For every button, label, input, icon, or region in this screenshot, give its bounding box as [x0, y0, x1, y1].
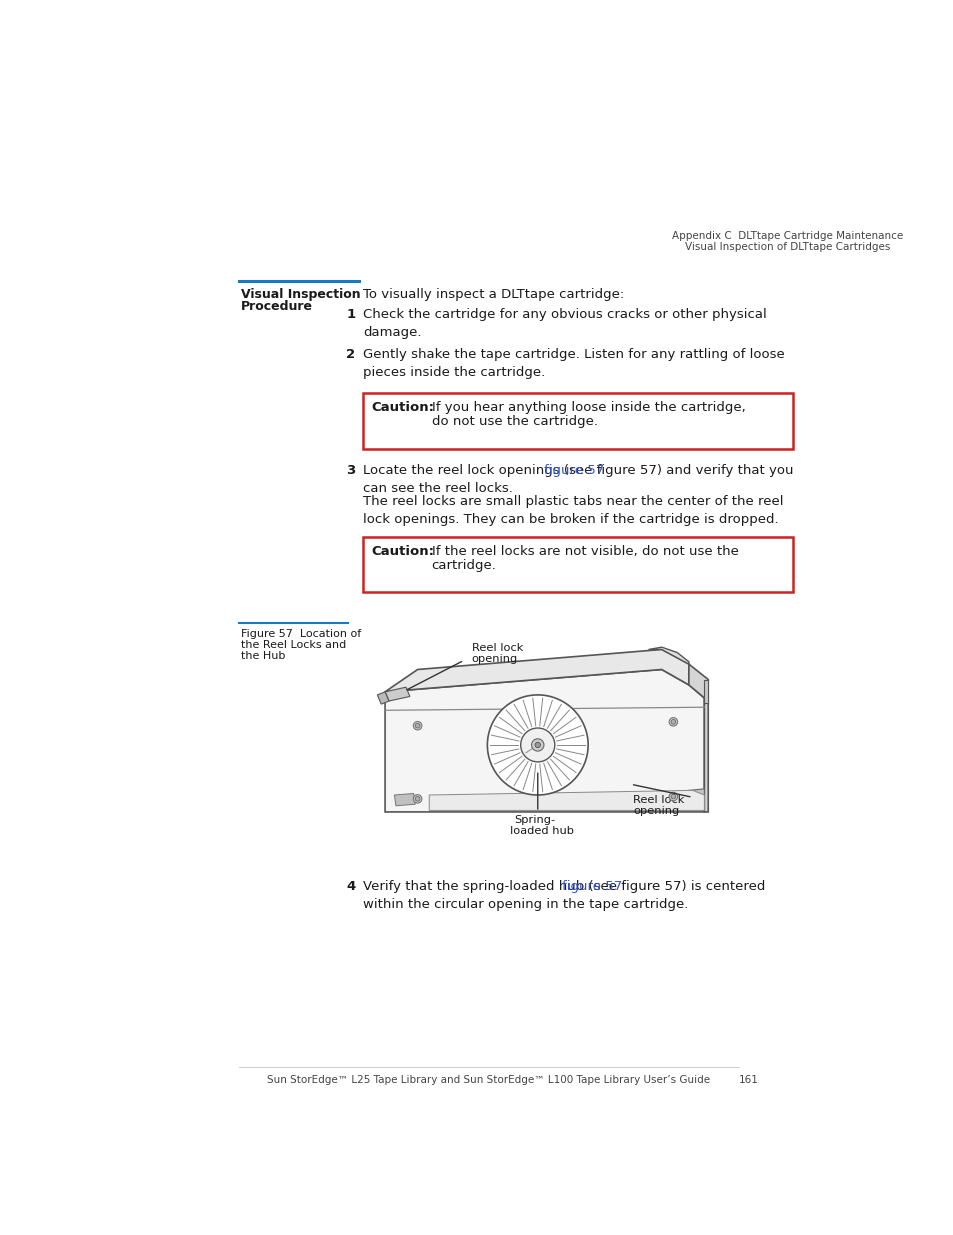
Text: The reel locks are small plastic tabs near the center of the reel
lock openings.: The reel locks are small plastic tabs ne… [363, 495, 783, 526]
Text: Locate the reel lock openings (see figure 57) and verify that you
can see the re: Locate the reel lock openings (see figur… [363, 464, 793, 495]
Circle shape [668, 793, 677, 800]
Circle shape [670, 794, 675, 799]
Circle shape [539, 698, 543, 701]
FancyBboxPatch shape [363, 537, 793, 593]
Text: To visually inspect a DLTtape cartridge:: To visually inspect a DLTtape cartridge: [363, 288, 624, 300]
FancyBboxPatch shape [363, 393, 793, 448]
Text: the Reel Locks and: the Reel Locks and [241, 640, 346, 651]
Text: Procedure: Procedure [241, 300, 313, 312]
Polygon shape [385, 669, 703, 811]
Text: 1: 1 [346, 309, 355, 321]
Text: figure 57: figure 57 [543, 464, 603, 477]
Circle shape [531, 739, 543, 751]
Circle shape [668, 718, 677, 726]
Polygon shape [385, 650, 688, 692]
Text: opening: opening [472, 655, 517, 664]
Text: the Hub: the Hub [241, 651, 285, 661]
Circle shape [535, 742, 540, 747]
Circle shape [520, 727, 555, 762]
Text: 161: 161 [739, 1074, 759, 1084]
Text: opening: opening [633, 805, 679, 816]
Text: Sun StorEdge™ L25 Tape Library and Sun StorEdge™ L100 Tape Library User’s Guide: Sun StorEdge™ L25 Tape Library and Sun S… [267, 1074, 710, 1084]
Text: Verify that the spring-loaded hub (see figure 57) is centered
within the circula: Verify that the spring-loaded hub (see f… [363, 879, 765, 910]
Polygon shape [688, 664, 707, 811]
Text: Caution:: Caution: [371, 401, 434, 414]
Text: If the reel locks are not visible, do not use the: If the reel locks are not visible, do no… [431, 545, 738, 558]
Polygon shape [673, 789, 703, 806]
Circle shape [537, 697, 544, 703]
Text: figure 57: figure 57 [561, 879, 621, 893]
Text: Reel lock: Reel lock [633, 795, 683, 805]
Text: 3: 3 [346, 464, 355, 477]
Circle shape [487, 695, 587, 795]
Text: do not use the cartridge.: do not use the cartridge. [431, 415, 597, 427]
Text: Check the cartridge for any obvious cracks or other physical
damage.: Check the cartridge for any obvious crac… [363, 309, 766, 340]
Text: Figure 57  Location of: Figure 57 Location of [241, 630, 361, 640]
Text: Caution:: Caution: [371, 545, 434, 558]
Text: Spring-: Spring- [514, 815, 555, 825]
Circle shape [413, 721, 421, 730]
Text: loaded hub: loaded hub [509, 826, 574, 836]
Polygon shape [394, 793, 415, 805]
Text: Visual Inspection of DLTtape Cartridges: Visual Inspection of DLTtape Cartridges [684, 242, 890, 252]
Text: Reel lock: Reel lock [472, 643, 522, 653]
Polygon shape [703, 679, 707, 703]
Text: Visual Inspection: Visual Inspection [241, 288, 360, 300]
Text: 2: 2 [346, 348, 355, 362]
Circle shape [415, 797, 419, 802]
Polygon shape [385, 687, 410, 701]
Text: Appendix C  DLTtape Cartridge Maintenance: Appendix C DLTtape Cartridge Maintenance [672, 231, 902, 241]
Polygon shape [648, 647, 688, 664]
Text: cartridge.: cartridge. [431, 558, 496, 572]
Text: Gently shake the tape cartridge. Listen for any rattling of loose
pieces inside : Gently shake the tape cartridge. Listen … [363, 348, 784, 379]
Circle shape [415, 724, 419, 727]
Text: 4: 4 [346, 879, 355, 893]
Circle shape [413, 794, 421, 803]
Text: If you hear anything loose inside the cartridge,: If you hear anything loose inside the ca… [431, 401, 744, 414]
Circle shape [670, 720, 675, 724]
Polygon shape [429, 790, 703, 810]
Polygon shape [377, 692, 389, 704]
